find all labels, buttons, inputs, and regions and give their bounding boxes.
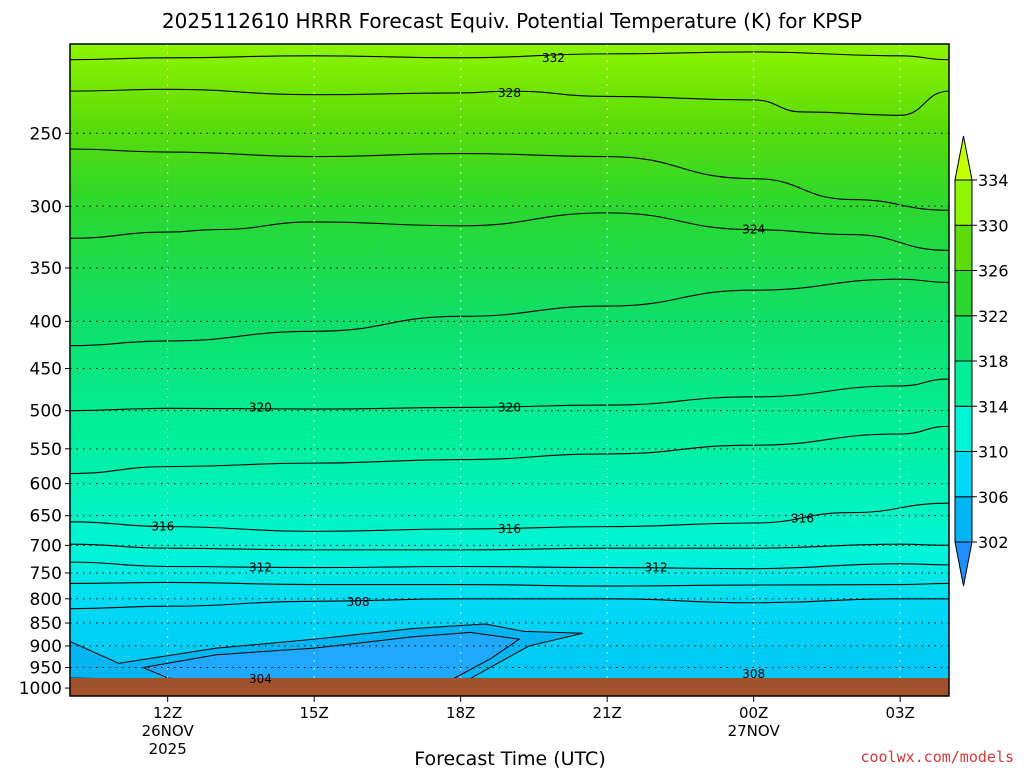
colorbar-label-310: 310 [978, 443, 1009, 462]
ytick-label-750: 750 [30, 564, 62, 584]
xtick-label-03Z: 03Z [885, 704, 914, 722]
isoline-324-3 [70, 212, 949, 251]
ytick-label-950: 950 [30, 659, 62, 679]
xtick-label-18Z: 18Z [446, 704, 475, 722]
isoline-316-7 [70, 502, 949, 532]
ytick-label-700: 700 [30, 536, 62, 556]
credit-text: coolwx.com/models [860, 748, 1014, 766]
isoline-308-11 [70, 598, 949, 610]
colorbar-segment-0 [954, 496, 973, 543]
ytick-label-400: 400 [30, 312, 62, 332]
ytick-label-900: 900 [30, 637, 62, 657]
colorbar-segment-5 [954, 270, 973, 317]
colorbar-segment-1 [954, 451, 973, 498]
ytick-label-250: 250 [30, 124, 62, 144]
x-axis-label: Forecast Time (UTC) [414, 748, 605, 768]
colorbar-high-arrow [954, 135, 973, 181]
contour-label-9: 312 [645, 561, 668, 575]
contour-label-5: 316 [151, 520, 174, 534]
xtick-label-15Z: 15Z [299, 704, 328, 722]
colorbar-label-330: 330 [978, 216, 1009, 235]
isoline-320-6 [70, 425, 949, 475]
chart-title: 2025112610 HRRR Forecast Equiv. Potentia… [162, 9, 862, 33]
xtick-year-12Z: 2025 [149, 740, 187, 758]
ytick-label-800: 800 [30, 590, 62, 610]
isoline-316-8 [70, 543, 949, 551]
ytick-label-300: 300 [30, 197, 62, 217]
ytick-label-550: 550 [30, 440, 62, 460]
plot-frame [69, 43, 950, 697]
isoline-312-9 [70, 561, 949, 570]
xtick-label-00Z: 00Z [739, 704, 768, 722]
contour-label-8: 312 [249, 561, 272, 575]
ytick-label-600: 600 [30, 475, 62, 495]
contour-label-1: 328 [498, 86, 521, 100]
contour-label-2: 324 [742, 223, 765, 237]
contour-label-4: 320 [498, 400, 521, 414]
xtick-date-12Z: 26NOV [142, 722, 195, 740]
plot-area [70, 44, 949, 696]
colorbar-label-326: 326 [978, 262, 1009, 281]
isoline-312-10 [70, 581, 949, 587]
contour-label-7: 316 [791, 512, 814, 526]
ytick-label-450: 450 [30, 360, 62, 380]
ytick-label-850: 850 [30, 614, 62, 634]
isoline-332-0 [70, 51, 949, 61]
isoline-328-2 [70, 148, 949, 211]
colorbar-label-334: 334 [978, 171, 1009, 190]
ytick-label-650: 650 [30, 507, 62, 527]
contour-label-10: 308 [347, 595, 370, 609]
colorbar-label-302: 302 [978, 533, 1009, 552]
colorbar-label-318: 318 [978, 352, 1009, 371]
xtick-label-12Z: 12Z [153, 704, 182, 722]
colorbar-label-306: 306 [978, 488, 1009, 507]
ground-surface [70, 678, 949, 696]
plot-background [70, 44, 949, 696]
colorbar-segment-6 [954, 224, 973, 271]
contour-label-3: 320 [249, 400, 272, 414]
isoline-328-1 [70, 88, 949, 116]
contour-label-12: 304 [249, 672, 272, 686]
ytick-label-1000: 1000 [19, 679, 62, 699]
colorbar-label-314: 314 [978, 397, 1009, 416]
ytick-label-500: 500 [30, 402, 62, 422]
colorbar-low-arrow [954, 541, 973, 587]
xtick-label-21Z: 21Z [592, 704, 621, 722]
isoline-320-5 [70, 378, 949, 412]
contour-label-0: 332 [542, 51, 565, 65]
colorbar-segment-3 [954, 360, 973, 407]
xtick-date-00Z: 27NOV [728, 722, 781, 740]
colorbar-segment-7 [954, 179, 973, 226]
contour-label-6: 316 [498, 522, 521, 536]
isoline-324-4 [70, 278, 949, 347]
colorbar: 302 306 310 314 318 322 326 330 334 [954, 135, 1009, 587]
colorbar-segment-4 [954, 315, 973, 362]
contour-label-11: 308 [742, 667, 765, 681]
colorbar-label-322: 322 [978, 307, 1009, 326]
ytick-label-350: 350 [30, 259, 62, 279]
colorbar-segment-2 [954, 405, 973, 452]
